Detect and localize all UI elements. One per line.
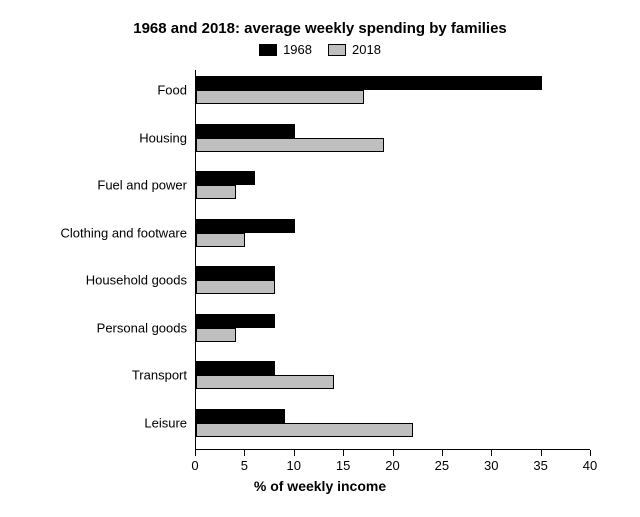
bar — [196, 280, 275, 294]
legend-swatch — [328, 44, 346, 56]
bar-group — [196, 266, 590, 294]
bar — [196, 185, 236, 199]
x-tick-label: 35 — [533, 458, 547, 473]
x-tick-label: 40 — [583, 458, 597, 473]
x-tick — [294, 450, 295, 456]
x-tick — [541, 450, 542, 456]
bar — [196, 138, 384, 152]
category-label: Food — [157, 83, 187, 98]
chart-title: 1968 and 2018: average weekly spending b… — [0, 20, 640, 37]
bar-group — [196, 409, 590, 437]
x-tick-label: 5 — [241, 458, 248, 473]
bar — [196, 328, 236, 342]
legend-label: 1968 — [283, 42, 312, 57]
x-tick — [244, 450, 245, 456]
bar — [196, 266, 275, 280]
category-label: Fuel and power — [97, 178, 187, 193]
x-tick — [590, 450, 591, 456]
bar — [196, 90, 364, 104]
bar — [196, 409, 285, 423]
bar — [196, 171, 255, 185]
bar-group — [196, 171, 590, 199]
bar — [196, 124, 295, 138]
category-label: Transport — [132, 368, 187, 383]
x-tick-label: 25 — [435, 458, 449, 473]
x-tick-label: 30 — [484, 458, 498, 473]
category-label: Personal goods — [97, 320, 187, 335]
bar-group — [196, 124, 590, 152]
chart-container: 1968 and 2018: average weekly spending b… — [0, 0, 640, 517]
bar-group — [196, 314, 590, 342]
bar — [196, 219, 295, 233]
x-tick — [195, 450, 196, 456]
legend-item: 2018 — [328, 42, 381, 57]
bar — [196, 361, 275, 375]
bar-group — [196, 76, 590, 104]
bar — [196, 423, 413, 437]
category-label: Household goods — [86, 273, 187, 288]
x-axis-label: % of weekly income — [0, 478, 640, 494]
bar-group — [196, 361, 590, 389]
legend: 1968 2018 — [0, 42, 640, 57]
x-tick-label: 20 — [385, 458, 399, 473]
bar-group — [196, 219, 590, 247]
category-label: Housing — [139, 130, 187, 145]
bar — [196, 314, 275, 328]
bar — [196, 375, 334, 389]
bar — [196, 233, 245, 247]
x-tick — [491, 450, 492, 456]
x-tick — [343, 450, 344, 456]
x-tick — [393, 450, 394, 456]
x-tick-label: 0 — [191, 458, 198, 473]
legend-label: 2018 — [352, 42, 381, 57]
bar — [196, 76, 542, 90]
category-label: Clothing and footware — [61, 225, 187, 240]
category-label: Leisure — [144, 415, 187, 430]
x-tick-label: 15 — [336, 458, 350, 473]
x-tick — [442, 450, 443, 456]
plot-area — [195, 70, 590, 450]
legend-item: 1968 — [259, 42, 312, 57]
x-tick-label: 10 — [287, 458, 301, 473]
legend-swatch — [259, 44, 277, 56]
